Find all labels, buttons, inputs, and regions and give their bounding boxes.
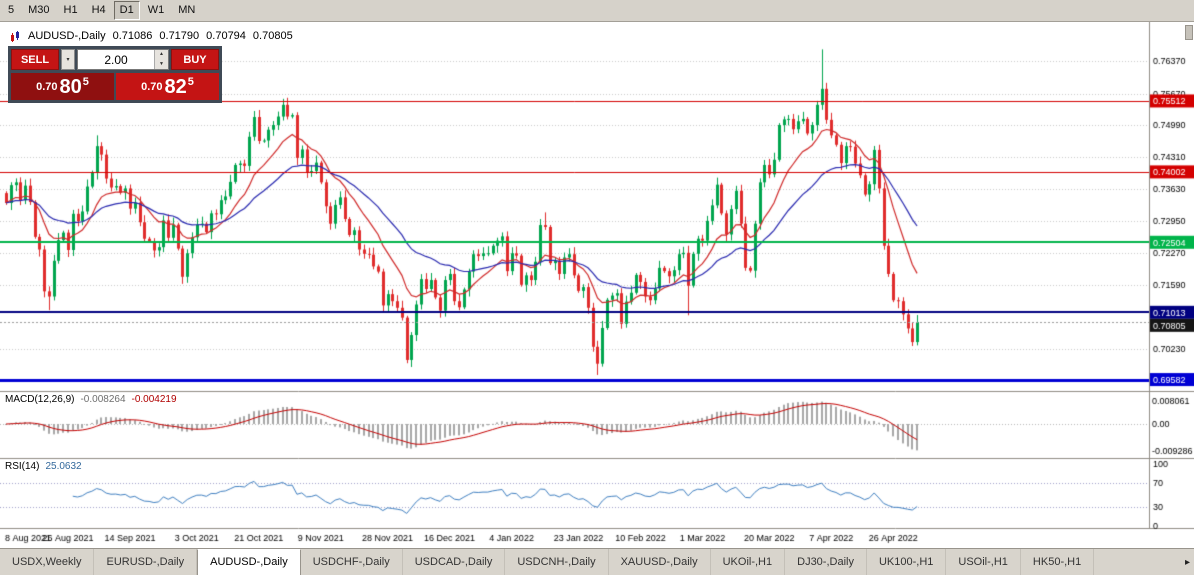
tabs-scroll-right-button[interactable]: ▸ xyxy=(1184,557,1190,568)
symbol-tab[interactable]: EURUSD-,Daily xyxy=(94,549,198,575)
symbol-tab[interactable]: UK100-,H1 xyxy=(867,549,947,575)
symbol-tab[interactable]: USDCHF-,Daily xyxy=(301,549,403,575)
chart-symbol-icon xyxy=(10,30,21,42)
timeframe-button-m30[interactable]: M30 xyxy=(22,1,55,20)
rsi-value: 25.0632 xyxy=(45,461,82,472)
buy-price-pips: 82 xyxy=(164,75,187,98)
timeframe-button-d1[interactable]: D1 xyxy=(113,1,140,20)
macd-main-value: -0.008264 xyxy=(80,394,126,405)
volume-stepper: ▲ ▼ xyxy=(154,50,168,69)
buy-price-button[interactable]: 0.70 82 5 xyxy=(116,73,219,100)
ohlc-close: 0.70805 xyxy=(252,30,293,42)
volume-up-button[interactable]: ▲ xyxy=(155,50,168,60)
rsi-indicator-header: RSI(14) 25.0632 xyxy=(5,461,82,472)
symbol-tab[interactable]: USOil-,H1 xyxy=(946,549,1021,575)
buy-price-point: 5 xyxy=(187,75,194,88)
chevron-down-icon: ▾ xyxy=(66,57,70,63)
symbol-tab[interactable]: UKOil-,H1 xyxy=(711,549,786,575)
symbol-tab[interactable]: USDCNH-,Daily xyxy=(505,549,609,575)
timeframe-button-w1[interactable]: W1 xyxy=(142,1,171,20)
volume-down-button[interactable]: ▼ xyxy=(155,59,168,69)
timeframe-button-h1[interactable]: H1 xyxy=(58,1,84,20)
macd-signal-value: -0.004219 xyxy=(131,394,177,405)
sell-price-button[interactable]: 0.70 80 5 xyxy=(11,73,114,100)
symbol-tab[interactable]: HK50-,H1 xyxy=(1021,549,1095,575)
timeframe-button-h4[interactable]: H4 xyxy=(86,1,112,20)
symbol-tab-bar: USDX,Weekly EURUSD-,Daily AUDUSD-,Daily USD… xyxy=(0,548,1194,575)
chart-title: AUDUSD-,Daily xyxy=(28,30,106,42)
symbol-tab[interactable]: USDX,Weekly xyxy=(0,549,95,575)
chart-canvas[interactable] xyxy=(0,22,1194,548)
sell-price-pips: 80 xyxy=(59,75,82,98)
symbol-tab[interactable]: DJ30-,Daily xyxy=(785,549,867,575)
sell-button[interactable]: SELL xyxy=(11,49,59,70)
sell-price-prefix: 0.70 xyxy=(36,80,58,93)
buy-price-prefix: 0.70 xyxy=(141,80,163,93)
buy-button[interactable]: BUY xyxy=(171,49,219,70)
order-options-dropdown[interactable]: ▾ xyxy=(61,49,75,70)
timeframe-toolbar: 5 M30 H1 H4 D1 W1 MN xyxy=(0,0,1194,22)
macd-label: MACD(12,26,9) xyxy=(5,394,75,405)
macd-indicator-header: MACD(12,26,9) -0.008264 -0.004219 xyxy=(5,394,177,405)
one-click-trading-panel: SELL ▾ ▲ ▼ BUY 0.70 80 5 0.70 82 5 xyxy=(8,46,222,103)
ohlc-high: 0.71790 xyxy=(159,30,200,42)
volume-field: ▲ ▼ xyxy=(77,49,169,70)
rsi-label: RSI(14) xyxy=(5,461,40,472)
chart-header: AUDUSD-,Daily 0.71086 0.71790 0.70794 0.… xyxy=(10,30,293,42)
volume-input[interactable] xyxy=(78,50,154,69)
vertical-scrollbar-thumb[interactable] xyxy=(1185,25,1193,40)
sell-price-point: 5 xyxy=(82,75,89,88)
ohlc-open: 0.71086 xyxy=(112,30,153,42)
symbol-tab[interactable]: XAUUSD-,Daily xyxy=(609,549,711,575)
symbol-tab[interactable]: AUDUSD-,Daily xyxy=(197,549,301,575)
ohlc-low: 0.70794 xyxy=(206,30,246,42)
symbol-tab[interactable]: USDCAD-,Daily xyxy=(403,549,506,575)
timeframe-button-mn[interactable]: MN xyxy=(172,1,201,20)
timeframe-button-5[interactable]: 5 xyxy=(2,1,20,20)
